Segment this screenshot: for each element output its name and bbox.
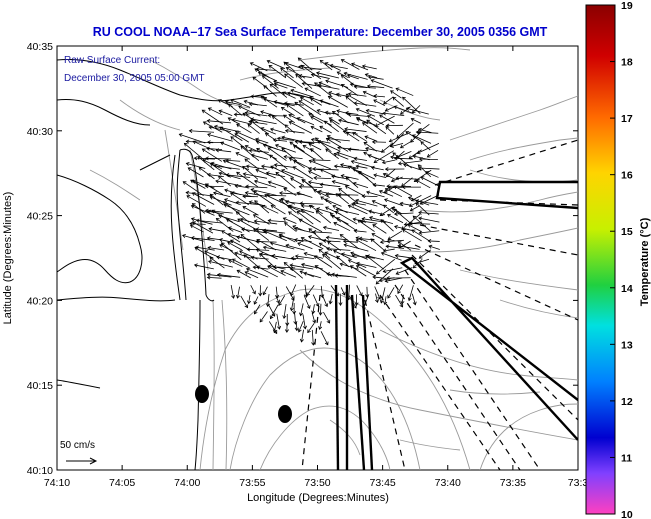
x-tick-label: 73:55 <box>239 477 265 489</box>
y-tick-label: 40:15 <box>27 380 53 392</box>
x-tick-label: 73:40 <box>435 477 461 489</box>
colorbar-tick-label: 14 <box>621 283 633 295</box>
x-tick-label: 73:35 <box>500 477 526 489</box>
coastline <box>57 59 311 470</box>
scale-arrow-icon <box>66 457 98 465</box>
buoy-marker <box>195 385 209 403</box>
bathymetry-contours <box>89 47 578 470</box>
buoy-marker <box>278 405 292 423</box>
channel-boundaries <box>334 180 578 470</box>
colorbar-tick-label: 12 <box>621 396 633 408</box>
map-title: RU COOL NOAA–17 Sea Surface Temperature:… <box>93 25 548 39</box>
colorbar-ticks: 19 18 17 16 15 14 13 12 11 10 <box>610 0 633 519</box>
colorbar-tick-label: 17 <box>621 113 633 125</box>
y-tick-label: 40:30 <box>27 126 53 138</box>
x-tick-label: 73:45 <box>369 477 395 489</box>
current-legend-line2: December 30, 2005 05:00 GMT <box>64 73 205 84</box>
colorbar-tick-label: 13 <box>621 339 633 351</box>
colorbar-tick-label: 10 <box>621 509 633 519</box>
y-tick-label: 40:25 <box>27 211 53 223</box>
colorbar-tick-label: 18 <box>621 57 633 69</box>
x-axis-ticks: 74:10 74:05 74:00 73:55 73:50 73:45 73:40 73:35… <box>44 46 589 489</box>
x-tick-label: 73:3 <box>568 477 589 489</box>
x-axis-label: Longitude (Degrees:Minutes) <box>247 492 389 504</box>
scale-arrow-label: 50 cm/s <box>60 440 95 451</box>
x-tick-label: 73:50 <box>304 477 330 489</box>
current-legend-line1: Raw Surface Current: <box>64 55 160 66</box>
colorbar <box>585 4 616 515</box>
y-tick-label: 40:10 <box>27 465 53 477</box>
colorbar-tick-label: 16 <box>621 170 633 182</box>
y-tick-label: 40:20 <box>27 295 53 307</box>
y-tick-label: 40:35 <box>27 41 53 53</box>
colorbar-tick-label: 11 <box>621 452 632 464</box>
y-axis-ticks: 40:35 40:30 40:25 40:20 40:15 40:10 <box>27 41 578 477</box>
colorbar-tick-label: 15 <box>621 226 633 238</box>
colorbar-tick-label: 19 <box>621 0 633 12</box>
x-tick-label: 74:00 <box>174 477 200 489</box>
surface-current-vectors <box>178 57 440 346</box>
x-tick-label: 74:05 <box>109 477 135 489</box>
colorbar-label: Temperature (°C) <box>639 217 651 306</box>
x-tick-label: 74:10 <box>44 477 70 489</box>
y-axis-label: Latitude (Degrees:Minutes) <box>2 192 14 325</box>
